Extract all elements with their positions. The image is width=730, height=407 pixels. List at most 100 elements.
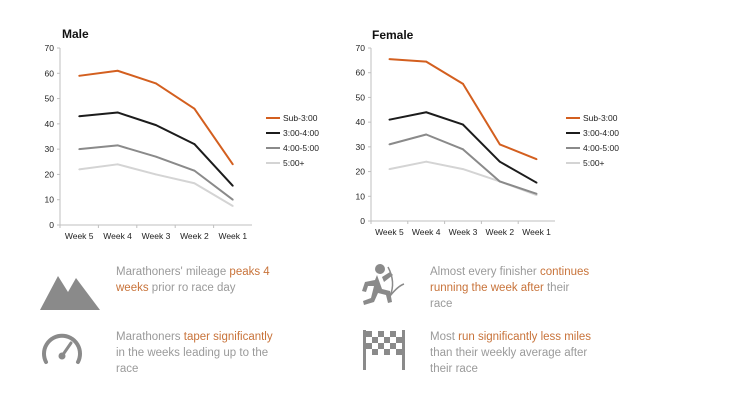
series-line-5:00+ [79,163,234,207]
data-point [116,111,119,114]
flag-square [366,343,372,349]
legend-label: Sub-3:00 [583,113,618,123]
insight-text: in the weeks leading up to the [116,347,269,359]
x-tick-label: Week 2 [485,227,514,237]
flag-square [378,343,384,349]
highlight-text: taper significantly [183,331,273,343]
y-tick-label: 20 [45,169,55,179]
x-tick-label: Week 4 [103,231,132,241]
x-tick-label: Week 2 [180,231,209,241]
insight-less-miles: Most run significantly less miles than th… [430,329,670,377]
insight-text: Almost every finisher [430,266,540,278]
insight-text: Marathoners' mileage [116,266,230,278]
y-tick-label: 20 [356,167,366,177]
series-line-3:00-4:00 [389,111,538,184]
legend-label: 5:00+ [583,158,605,168]
data-point [193,182,196,185]
x-tick-label: Week 3 [449,227,478,237]
flag-square [384,337,390,343]
insight-text: Most [430,331,459,343]
data-point [78,148,81,151]
flag-square [390,331,396,337]
insight-text: race [116,363,139,375]
insight-continue-running: Almost every finisher continues running t… [430,264,670,312]
data-point [425,133,428,136]
data-point [193,143,196,145]
checkered-flag-icon [363,330,405,370]
data-point [193,107,196,110]
data-point [116,163,119,166]
insight-text: than their weekly average after [430,347,588,359]
y-tick-label: 30 [356,142,366,152]
data-point [231,184,234,187]
flag-square [390,343,396,349]
data-point [498,143,501,146]
chart-title: Female [372,28,414,42]
data-point [535,158,538,161]
flag-square [384,349,390,355]
series-line-Sub-3:00 [79,69,234,165]
insight-text: Marathoners [116,331,184,343]
flag-square [366,331,372,337]
data-point [155,82,157,85]
series-line-Sub-3:00 [389,58,537,161]
legend-label: 4:00-5:00 [583,143,619,153]
data-point [116,144,119,147]
highlight-text: weeks [116,282,149,294]
y-tick-label: 60 [45,68,55,78]
data-point [425,160,428,163]
y-tick-label: 10 [45,195,55,205]
data-point [78,115,81,118]
highlight-text: run significantly less miles [458,331,592,343]
data-point [462,123,464,126]
mountain-icon [40,276,100,310]
data-point [155,173,157,176]
data-point [425,111,428,114]
data-point [388,168,391,171]
flag-square [372,349,378,355]
legend-label: 3:00-4:00 [283,128,319,138]
data-point [388,58,391,61]
y-tick-label: 10 [356,191,366,201]
y-tick-label: 50 [45,94,55,104]
data-point [231,205,234,207]
x-tick-label: Week 1 [522,227,551,237]
insight-text: race [430,298,453,310]
data-point [535,181,538,184]
insight-text: their race [430,363,478,375]
flag-square [396,337,402,343]
data-point [498,180,501,183]
data-point [231,198,234,201]
insight-taper: Marathoners taper significantly in the we… [116,329,336,377]
y-tick-label: 40 [356,117,366,127]
y-tick-label: 70 [45,43,55,53]
highlight-text: continues [539,266,590,278]
data-point [535,192,538,195]
insight-text: prior ro race day [148,282,236,294]
flag-square [372,337,378,343]
y-tick-label: 50 [356,92,366,102]
legend-label: 4:00-5:00 [283,143,319,153]
data-point [78,168,81,171]
y-tick-label: 0 [360,216,365,226]
y-tick-label: 70 [356,43,366,53]
highlight-text: peaks 4 [229,266,270,278]
chart-title: Male [62,27,89,41]
x-tick-label: Week 4 [412,227,441,237]
data-point [462,168,464,171]
y-tick-label: 60 [356,68,366,78]
speedometer-icon [42,333,82,364]
data-point [498,160,501,163]
flag-square [378,331,384,337]
flag-square [396,349,402,355]
y-tick-label: 0 [49,220,54,230]
data-point [155,124,157,127]
x-tick-label: Week 1 [218,231,247,241]
insight-text: their [543,282,570,294]
legend-label: 5:00+ [283,158,305,168]
data-point [155,155,157,158]
data-point [462,148,464,151]
x-tick-label: Week 5 [375,227,404,237]
data-point [78,74,81,77]
